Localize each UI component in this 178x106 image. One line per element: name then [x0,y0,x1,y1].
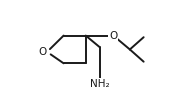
Text: O: O [109,31,117,41]
Text: O: O [39,47,47,57]
Text: NH₂: NH₂ [90,79,109,89]
